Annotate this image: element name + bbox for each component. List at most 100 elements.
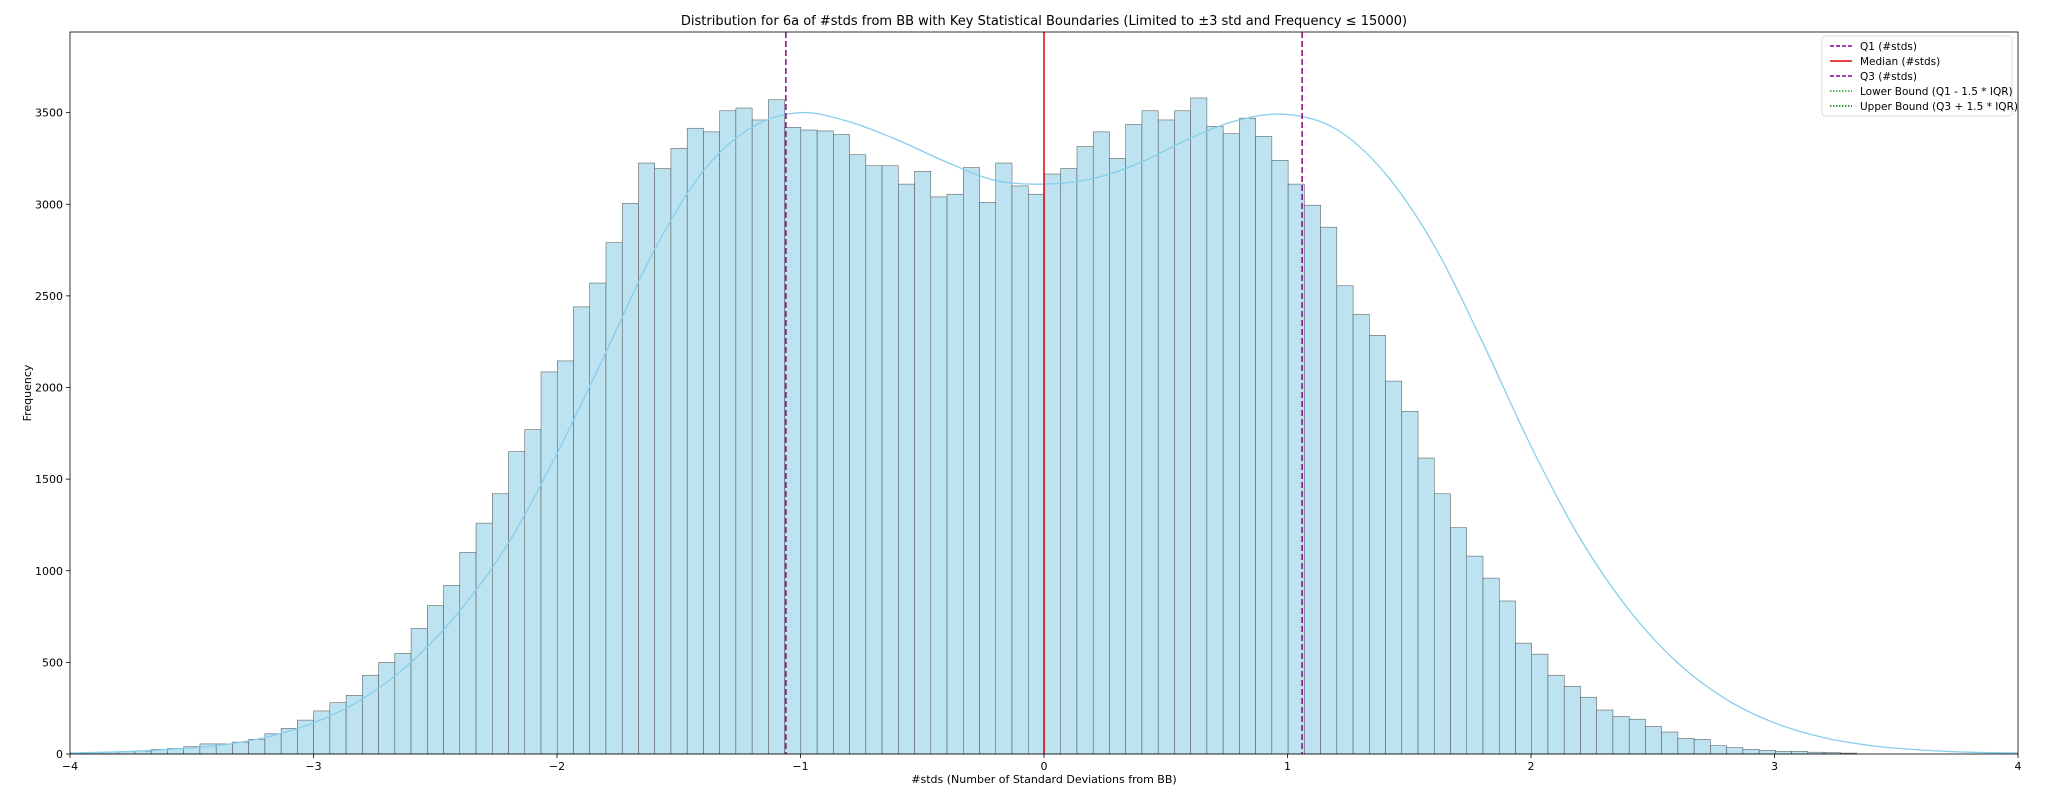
- histogram-bar: [914, 171, 932, 755]
- histogram-bar: [654, 168, 672, 755]
- histogram-bar: [995, 162, 1013, 755]
- x-axis-ticks: −4 −3 −2 −1 0 1 2 3 4: [62, 754, 2022, 773]
- histogram-bar: [1304, 204, 1321, 755]
- histogram-bar: [1791, 751, 1809, 755]
- histogram-bar: [556, 360, 574, 755]
- histogram-bar: [1450, 527, 1468, 755]
- histogram-bar: [589, 282, 607, 755]
- histogram-bar: [1466, 555, 1484, 755]
- histogram-bar: [670, 148, 688, 755]
- histogram-bar: [1222, 133, 1240, 755]
- histogram-bar: [1775, 751, 1792, 755]
- histogram-bar: [963, 167, 980, 755]
- y-axis-ticks: 0 500 1000 1500 2000 2500 3000 3500: [35, 107, 70, 761]
- histogram-bar: [1417, 457, 1435, 755]
- histogram-bar: [232, 741, 249, 755]
- histogram-bar: [816, 130, 834, 755]
- x-tick-label: −2: [549, 760, 565, 773]
- histogram-bar: [638, 162, 655, 755]
- histogram-bar: [605, 242, 623, 755]
- histogram-bar: [329, 702, 347, 755]
- histogram-bar: [248, 739, 266, 755]
- histogram-bar: [1255, 136, 1273, 755]
- x-tick-label: 4: [2015, 760, 2022, 773]
- histogram-bar: [1401, 411, 1419, 755]
- histogram-bar: [427, 605, 444, 755]
- y-tick-label: 0: [56, 748, 63, 761]
- y-tick-label: 3000: [35, 198, 63, 211]
- histogram-bar: [1190, 97, 1208, 755]
- histogram-bar: [1515, 642, 1532, 755]
- legend-label: Q3 (#stds): [1860, 71, 1917, 83]
- histogram-bar: [1547, 674, 1565, 755]
- x-tick-label: 3: [1771, 760, 1778, 773]
- histogram-bar: [1710, 745, 1727, 755]
- x-tick-label: 2: [1528, 760, 1535, 773]
- histogram-bar: [1499, 600, 1516, 755]
- histogram-bar: [524, 429, 542, 755]
- legend-label: Median (#stds): [1860, 56, 1940, 68]
- y-tick-label: 2000: [35, 382, 63, 395]
- histogram-bar: [475, 522, 493, 755]
- histogram-bar: [719, 110, 737, 755]
- histogram-bar: [540, 371, 558, 755]
- statistic-lines: [785, 32, 1303, 754]
- x-tick-label: −4: [62, 760, 78, 773]
- histogram-bar: [1076, 146, 1094, 755]
- histogram-bar: [865, 165, 883, 755]
- histogram-bar: [1336, 285, 1354, 755]
- histogram-bar: [1677, 738, 1695, 755]
- histogram-bar: [1044, 173, 1061, 755]
- x-axis-label: #stds (Number of Standard Deviations fro…: [911, 773, 1176, 786]
- histogram-bar: [1563, 685, 1581, 755]
- histogram-bar: [362, 674, 379, 755]
- histogram-bar: [849, 154, 867, 755]
- x-tick-label: 0: [1041, 760, 1048, 773]
- histogram-bar: [1385, 380, 1403, 755]
- histogram-bar: [443, 585, 461, 755]
- histogram-bar: [1125, 124, 1143, 755]
- histogram-bar: [1482, 577, 1500, 755]
- y-tick-label: 500: [42, 656, 63, 669]
- histogram-bar: [703, 131, 720, 755]
- histogram-bar: [735, 107, 753, 755]
- histogram-bar: [898, 183, 915, 755]
- y-tick-label: 1500: [35, 473, 63, 486]
- histogram-bar: [1174, 110, 1191, 755]
- histogram-bar: [1645, 726, 1662, 755]
- histogram-bar: [1434, 493, 1451, 755]
- histogram-bar: [1320, 226, 1338, 755]
- histogram-bar: [1028, 193, 1045, 755]
- histogram-bar: [1141, 110, 1159, 755]
- histogram-bar: [1596, 709, 1614, 755]
- x-tick-label: 1: [1284, 760, 1291, 773]
- histogram-bar: [979, 202, 997, 755]
- histogram-bar: [1239, 117, 1256, 755]
- x-tick-label: −3: [305, 760, 321, 773]
- histogram-bar: [1693, 739, 1711, 755]
- histogram-bar: [573, 306, 590, 755]
- histogram-bar: [1060, 168, 1078, 755]
- histogram-bar: [1157, 119, 1175, 755]
- histogram-bar: [1206, 126, 1224, 755]
- y-axis-label: Frequency: [21, 364, 34, 421]
- histogram-bar: [946, 193, 964, 755]
- histogram-bar: [881, 165, 899, 755]
- histogram-bar: [459, 552, 477, 755]
- histogram-bar: [768, 99, 785, 755]
- histogram-bar: [1271, 160, 1289, 755]
- histogram-bar: [1580, 696, 1597, 755]
- histogram-bar: [1369, 335, 1386, 755]
- histogram-bars: [69, 97, 1857, 755]
- legend: Q1 (#stds) Median (#stds) Q3 (#stds) Lower …: [1821, 35, 2018, 117]
- histogram-bar: [508, 451, 526, 755]
- histogram-bar: [410, 628, 428, 755]
- histogram-bar: [492, 493, 509, 755]
- histogram-bar: [930, 196, 948, 755]
- histogram-bar: [1531, 653, 1549, 755]
- legend-label: Lower Bound (Q1 - 1.5 * IQR): [1860, 86, 2013, 98]
- histogram-bar: [1758, 750, 1776, 755]
- histogram-bar: [1092, 131, 1110, 755]
- histogram-bar: [1742, 749, 1760, 755]
